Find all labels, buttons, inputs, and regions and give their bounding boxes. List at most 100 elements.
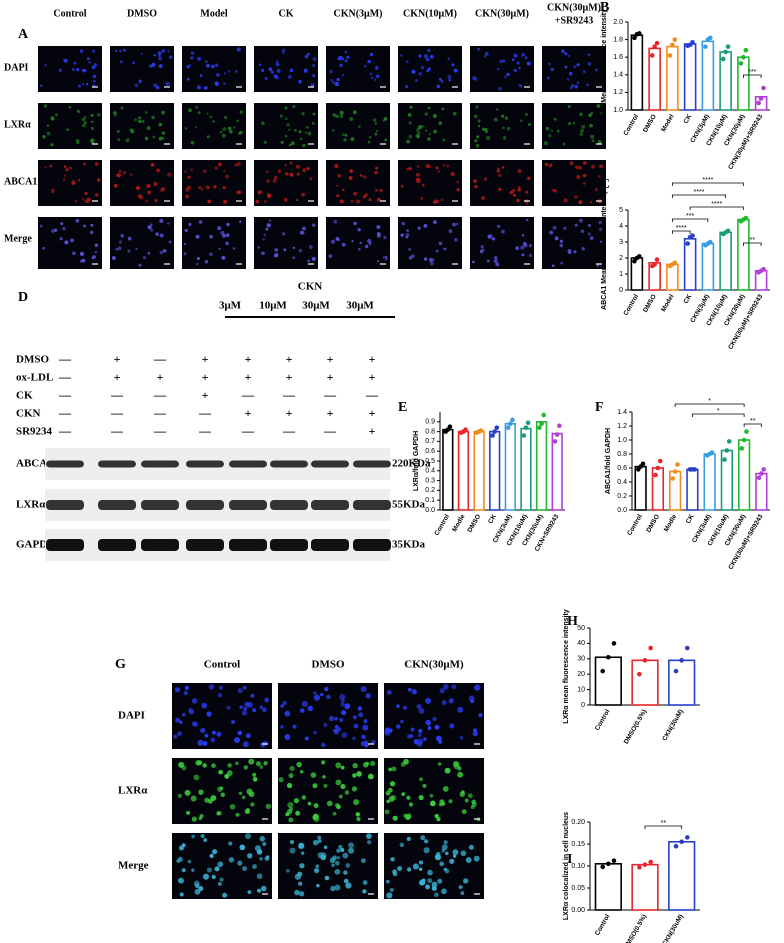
y-tick-label: 4 — [619, 223, 623, 230]
cell — [420, 835, 426, 841]
cell — [389, 781, 396, 787]
data-point — [492, 429, 497, 434]
cell — [471, 260, 475, 264]
cell — [341, 732, 348, 739]
cell — [224, 773, 230, 779]
x-tick-label: CKN(30uM) — [661, 708, 685, 742]
cell — [122, 48, 127, 52]
cell — [217, 810, 222, 816]
cell — [336, 848, 341, 853]
cell — [442, 785, 449, 792]
significance-label: **** — [711, 201, 722, 208]
cell — [85, 82, 89, 86]
cell — [488, 234, 493, 238]
cell — [438, 739, 443, 744]
cell — [493, 256, 498, 260]
significance-label: **** — [676, 225, 687, 232]
cell — [92, 74, 97, 79]
cell — [247, 890, 252, 895]
cell — [385, 727, 389, 731]
cell — [383, 116, 388, 121]
cell — [193, 880, 200, 887]
cell — [284, 710, 291, 717]
cell — [342, 188, 345, 192]
cell — [575, 165, 579, 170]
cell — [193, 721, 199, 727]
cell — [544, 162, 549, 167]
treatment-sign: — — [58, 352, 72, 366]
cell — [564, 52, 568, 56]
row-label: DAPI — [4, 62, 29, 73]
data-point — [642, 658, 648, 663]
cell — [46, 131, 51, 136]
cell — [321, 742, 326, 748]
cell — [423, 737, 427, 741]
cell — [335, 779, 342, 786]
cell — [84, 199, 88, 203]
cell — [326, 800, 333, 807]
cell — [425, 129, 428, 132]
y-tick-label: 0.9 — [425, 419, 435, 426]
cell — [211, 874, 216, 880]
cell — [323, 722, 328, 728]
data-point — [521, 433, 527, 438]
column-label: CK — [279, 8, 294, 19]
cell — [248, 758, 255, 765]
cell — [224, 72, 227, 75]
y-tick-label: 0.7 — [425, 438, 435, 445]
cell — [579, 112, 583, 116]
cell — [282, 232, 286, 236]
cell — [389, 887, 394, 893]
cell — [217, 162, 222, 167]
y-tick-label: 0.6 — [617, 465, 627, 472]
cell — [241, 710, 248, 716]
cell — [567, 54, 570, 58]
treatment-sign: — — [110, 406, 124, 420]
bar — [631, 863, 659, 911]
cell — [300, 230, 304, 235]
cell — [252, 772, 257, 777]
cell — [262, 707, 267, 713]
bar — [686, 468, 699, 511]
cell — [116, 129, 120, 133]
cell — [168, 240, 172, 244]
panel-letter: F — [595, 400, 604, 415]
cell — [501, 229, 505, 234]
cell — [598, 175, 601, 178]
cell — [75, 218, 80, 223]
treatment-sign: + — [114, 352, 121, 366]
cell — [306, 125, 309, 129]
cell — [509, 190, 514, 195]
cell — [358, 247, 361, 251]
significance-label: * — [717, 408, 720, 415]
data-point — [722, 457, 727, 462]
data-point — [636, 31, 642, 36]
cell — [433, 892, 439, 898]
cell — [464, 798, 469, 803]
cell — [206, 63, 210, 68]
cell — [188, 222, 192, 226]
treatment-sign: + — [114, 370, 121, 384]
cell — [416, 179, 421, 184]
cell — [435, 166, 439, 170]
cell — [344, 790, 350, 795]
cell — [527, 176, 531, 181]
cell — [386, 689, 392, 695]
cell — [226, 222, 230, 227]
cell — [599, 227, 603, 232]
cell — [493, 259, 498, 263]
cell — [418, 728, 423, 734]
cell — [582, 70, 586, 74]
cell — [590, 111, 594, 115]
cell — [556, 129, 560, 133]
cell — [120, 106, 124, 110]
cell — [260, 742, 266, 748]
cell — [432, 220, 437, 225]
cell — [582, 173, 587, 178]
data-point — [632, 35, 637, 41]
blot-band — [141, 460, 179, 468]
cell — [237, 730, 243, 736]
cell — [217, 693, 223, 698]
cell — [362, 175, 367, 179]
treatment-sign: — — [110, 388, 124, 402]
